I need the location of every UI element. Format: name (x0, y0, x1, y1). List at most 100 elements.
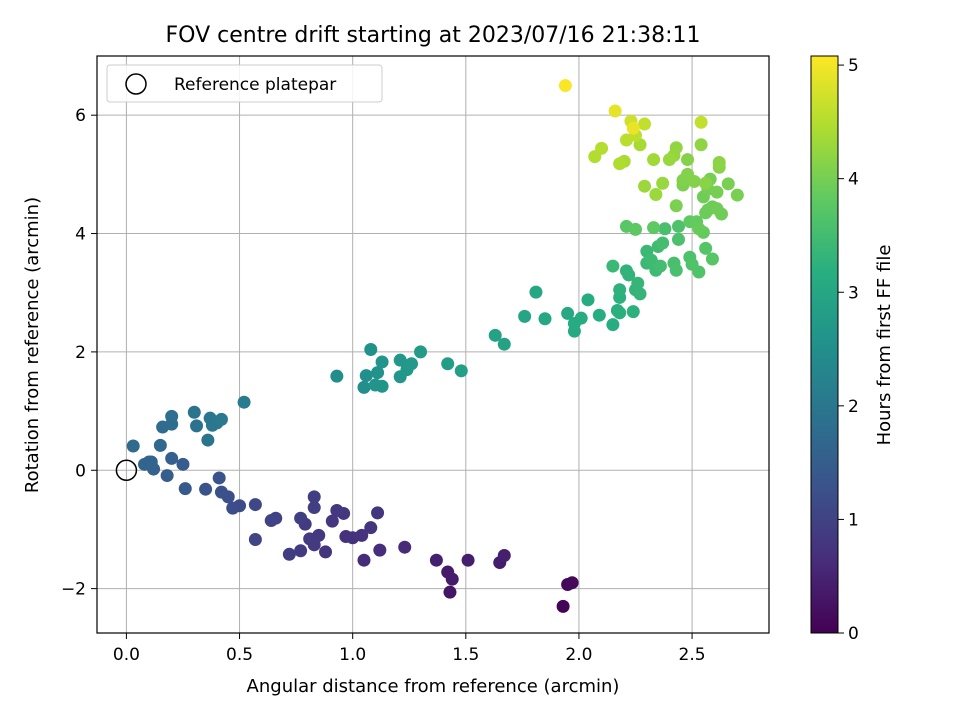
y-tick-label: 4 (75, 225, 86, 245)
y-tick-label: −2 (61, 580, 86, 600)
data-point (653, 259, 667, 273)
data-point (633, 287, 647, 301)
data-point (153, 438, 167, 452)
plot-area: 0.0 0.5 1.0 1.5 2.0 2.5 −2 0 2 4 6 Reference platep… (61, 55, 770, 665)
y-axis-label: Rotation from reference (arcmin) (22, 197, 43, 493)
data-point (669, 199, 683, 213)
data-point (264, 514, 278, 528)
data-point (414, 345, 428, 359)
data-point (705, 252, 719, 266)
data-point (178, 482, 192, 496)
data-point (647, 153, 661, 167)
data-point (658, 222, 672, 236)
data-point (626, 121, 640, 135)
colorbar-tick-label: 4 (848, 170, 859, 190)
x-tick-label: 2.0 (565, 645, 592, 665)
data-point (565, 576, 579, 590)
data-point (710, 185, 724, 199)
data-point (613, 283, 627, 297)
data-point (714, 207, 728, 221)
data-point (581, 293, 595, 307)
data-point (712, 156, 726, 170)
data-point (608, 104, 622, 118)
colorbar-label: Hours from first FF file (874, 245, 895, 446)
colorbar: 0 1 2 3 4 5 (810, 55, 859, 644)
data-point (294, 511, 308, 525)
x-tick-label: 1.0 (339, 645, 366, 665)
data-point (359, 369, 373, 383)
data-point (176, 457, 190, 471)
data-point (638, 117, 652, 131)
colorbar-tick-label: 3 (848, 283, 859, 303)
data-point (226, 501, 240, 515)
data-point (656, 236, 670, 250)
data-point (558, 79, 572, 93)
data-point (699, 176, 713, 190)
data-point (375, 379, 389, 393)
data-point (357, 380, 371, 394)
data-point (307, 501, 321, 515)
data-point (613, 157, 627, 171)
data-point (529, 285, 543, 299)
data-point (373, 543, 387, 557)
data-point (357, 553, 371, 567)
y-tick-label: 2 (75, 343, 86, 363)
data-point (699, 241, 713, 255)
data-point (730, 188, 744, 202)
data-point (606, 318, 620, 332)
data-point (355, 528, 369, 542)
data-point (626, 305, 640, 319)
data-point (497, 337, 511, 351)
data-point (721, 177, 735, 191)
data-point (248, 498, 262, 512)
data-point (622, 268, 636, 282)
data-point (364, 343, 378, 357)
data-point (237, 395, 251, 409)
data-point (165, 409, 179, 423)
data-point (662, 153, 676, 167)
data-point (325, 514, 339, 528)
chart-title: FOV centre drift starting at 2023/07/16 … (166, 23, 701, 48)
data-point (538, 312, 552, 326)
data-point (461, 553, 475, 567)
data-point (561, 306, 575, 320)
data-point (282, 547, 296, 561)
data-point (364, 521, 378, 535)
data-point (497, 548, 511, 562)
data-point (694, 138, 708, 152)
data-point (429, 553, 443, 567)
data-point (144, 455, 158, 469)
data-point (647, 221, 661, 235)
data-point (671, 219, 685, 233)
x-tick-label: 1.5 (452, 645, 479, 665)
x-axis-label: Angular distance from reference (arcmin) (247, 676, 620, 697)
data-point (454, 364, 468, 378)
colorbar-tick-label: 2 (848, 397, 859, 417)
x-tick-label: 0.5 (226, 645, 253, 665)
data-point (371, 366, 385, 380)
data-point (212, 471, 226, 485)
data-point (405, 357, 419, 371)
data-point (199, 482, 213, 496)
data-point (201, 433, 215, 447)
data-point (443, 585, 457, 599)
data-point (160, 469, 174, 483)
data-point (441, 357, 455, 371)
data-point (488, 328, 502, 342)
data-point (592, 308, 606, 322)
data-point (669, 263, 683, 277)
data-point (303, 532, 317, 546)
x-tick-label: 2.5 (679, 645, 706, 665)
axes-frame (96, 55, 770, 634)
data-point (393, 353, 407, 367)
data-point (687, 174, 701, 188)
data-point (595, 141, 609, 155)
legend-box (106, 64, 383, 103)
data-point (375, 355, 389, 369)
data-point (248, 532, 262, 546)
data-point (638, 179, 652, 193)
data-point (671, 232, 685, 246)
legend-label: Reference platepar (174, 75, 336, 95)
data-point (214, 412, 228, 426)
